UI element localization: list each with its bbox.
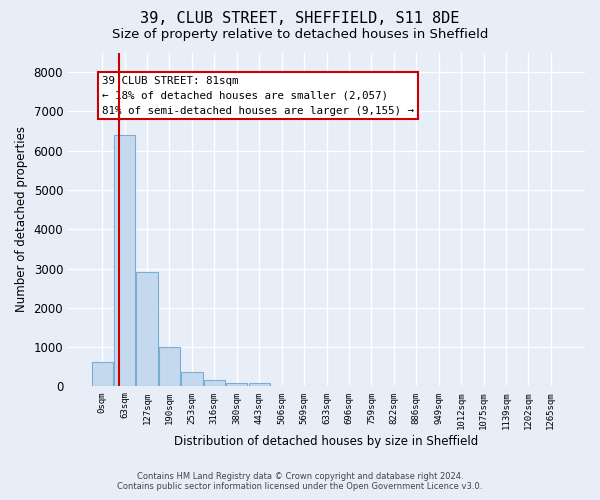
Text: 39, CLUB STREET, SHEFFIELD, S11 8DE: 39, CLUB STREET, SHEFFIELD, S11 8DE	[140, 11, 460, 26]
Bar	[248, 382, 270, 386]
Y-axis label: Number of detached properties: Number of detached properties	[15, 126, 28, 312]
Bar	[181, 372, 203, 386]
Text: 39 CLUB STREET: 81sqm
← 18% of detached houses are smaller (2,057)
81% of semi-d: 39 CLUB STREET: 81sqm ← 18% of detached …	[102, 76, 414, 116]
Bar	[226, 382, 247, 386]
Bar	[114, 135, 135, 386]
Text: Size of property relative to detached houses in Sheffield: Size of property relative to detached ho…	[112, 28, 488, 41]
Bar	[136, 272, 158, 386]
Bar	[92, 362, 113, 386]
Bar	[204, 380, 225, 386]
X-axis label: Distribution of detached houses by size in Sheffield: Distribution of detached houses by size …	[175, 434, 479, 448]
Bar	[159, 347, 180, 387]
Text: Contains HM Land Registry data © Crown copyright and database right 2024.
Contai: Contains HM Land Registry data © Crown c…	[118, 472, 482, 491]
